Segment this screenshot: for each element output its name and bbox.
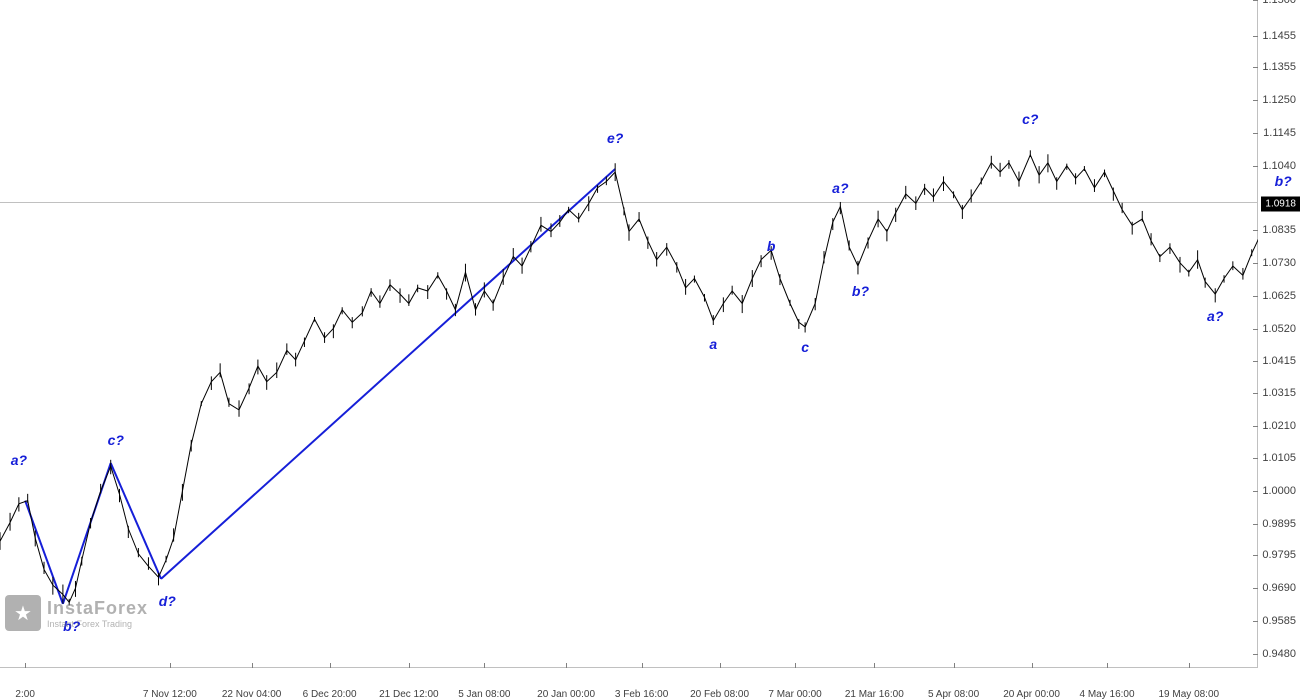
wave-label: b? [852, 283, 869, 299]
x-axis-label: 5 Jan 08:00 [458, 689, 510, 700]
x-axis-label: 3 Feb 16:00 [615, 689, 668, 700]
y-axis-label: 0.9585 [1262, 615, 1296, 627]
y-axis-label: 1.0000 [1262, 485, 1296, 497]
y-axis-label: 0.9480 [1262, 648, 1296, 660]
wave-label: a [709, 336, 717, 352]
wave-label: a? [11, 452, 27, 468]
y-axis-label: 1.1145 [1263, 127, 1296, 139]
price-svg [0, 0, 1258, 668]
x-axis-label: 20 Jan 00:00 [537, 689, 595, 700]
y-axis-label: 1.1500 [1262, 0, 1296, 6]
wave-label: c [801, 339, 809, 355]
y-axis-label: 1.0210 [1262, 420, 1296, 432]
y-axis-label: 1.1250 [1262, 94, 1296, 106]
current-price-marker: 1.0918 [1261, 196, 1300, 211]
watermark-subtitle: Instant Forex Trading [47, 619, 148, 629]
y-axis-label: 1.1355 [1262, 61, 1296, 73]
x-axis: 2:00 7 Nov 12:00 22 Nov 04:00 6 Dec 20:00 21… [0, 668, 1258, 700]
x-axis-label: 21 Mar 16:00 [845, 689, 904, 700]
wave-label: a? [832, 180, 848, 196]
y-axis-label: 0.9690 [1262, 582, 1296, 594]
wave-label: e? [607, 130, 623, 146]
x-axis-label: 7 Nov 12:00 [143, 689, 197, 700]
watermark-glyph: ★ [14, 601, 32, 626]
x-axis-label: 4 May 16:00 [1080, 689, 1135, 700]
x-axis-label: 6 Dec 20:00 [303, 689, 357, 700]
x-axis-label: 7 Mar 00:00 [768, 689, 821, 700]
y-axis: 1.1500 1.1455 1.1355 1.1250 1.1145 1.1040 1.08… [1258, 0, 1300, 668]
watermark: ★ InstaForex Instant Forex Trading [5, 595, 148, 631]
y-axis-label: 1.0730 [1262, 257, 1296, 269]
x-axis-label: 2:00 [15, 689, 34, 700]
wave-label: c? [108, 432, 124, 448]
wave-label: d? [159, 593, 176, 609]
y-axis-label: 1.1040 [1262, 160, 1296, 172]
y-axis-label: 0.9795 [1262, 549, 1296, 561]
watermark-icon: ★ [5, 595, 41, 631]
current-price-value: 1.0918 [1265, 198, 1296, 209]
y-axis-label: 1.0415 [1262, 355, 1296, 367]
x-axis-label: 22 Nov 04:00 [222, 689, 282, 700]
chart-container: a?b?c?d?e?abca?b?c?a?b?c? ★ InstaForex I… [0, 0, 1300, 700]
x-axis-label: 20 Apr 00:00 [1003, 689, 1060, 700]
x-axis-label: 5 Apr 08:00 [928, 689, 979, 700]
wave-label: b [767, 238, 776, 254]
y-axis-label: 1.0105 [1262, 452, 1296, 464]
chart-area[interactable]: a?b?c?d?e?abca?b?c?a?b?c? ★ InstaForex I… [0, 0, 1258, 668]
wave-label: c? [1022, 111, 1038, 127]
y-axis-label: 0.9895 [1262, 518, 1296, 530]
x-axis-label: 21 Dec 12:00 [379, 689, 439, 700]
x-axis-label: 19 May 08:00 [1158, 689, 1219, 700]
y-axis-label: 1.0625 [1262, 290, 1296, 302]
x-axis-label: 20 Feb 08:00 [690, 689, 749, 700]
y-axis-label: 1.0315 [1262, 387, 1296, 399]
y-axis-label: 1.0835 [1262, 224, 1296, 236]
wave-label: a? [1207, 308, 1223, 324]
y-axis-label: 1.0520 [1262, 323, 1296, 335]
watermark-title: InstaForex [47, 598, 148, 619]
y-axis-label: 1.1455 [1262, 30, 1296, 42]
